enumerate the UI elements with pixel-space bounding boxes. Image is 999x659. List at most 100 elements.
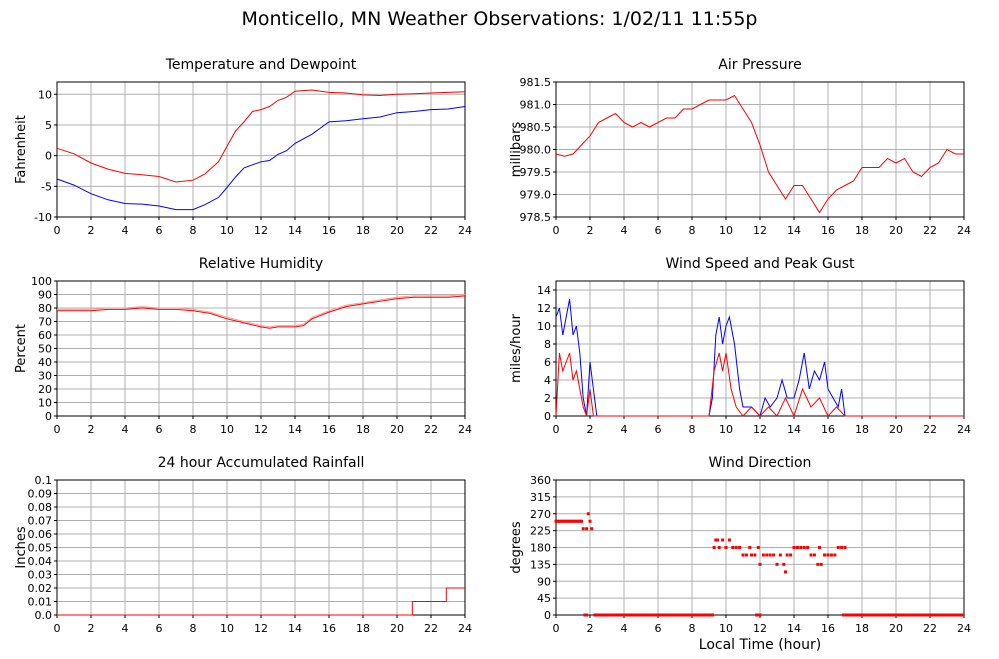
x-tick-label: 2 <box>88 224 95 237</box>
data-point <box>717 546 721 549</box>
x-tick-label: 12 <box>254 224 268 237</box>
data-point <box>712 546 716 549</box>
x-tick-label: 4 <box>621 423 628 436</box>
data-point <box>578 519 582 523</box>
data-point <box>799 546 803 549</box>
x-tick-label: 20 <box>889 224 903 237</box>
data-point <box>561 519 565 523</box>
data-point <box>775 562 779 566</box>
y-tick-label: 8 <box>544 338 551 351</box>
x-tick-label: 16 <box>821 622 835 635</box>
x-tick-label: 16 <box>322 423 336 436</box>
x-tick-label: 14 <box>288 423 302 436</box>
data-point <box>727 538 731 542</box>
y-tick-label: 978.5 <box>520 211 552 224</box>
x-tick-label: 4 <box>621 622 628 635</box>
x-tick-label: 14 <box>288 622 302 635</box>
x-tick-label: 22 <box>923 224 937 237</box>
data-point <box>841 613 845 617</box>
x-tick-label: 12 <box>254 622 268 635</box>
y-tick-label: 225 <box>530 525 551 538</box>
x-tick-label: 2 <box>587 224 594 237</box>
x-tick-label: 14 <box>787 224 801 237</box>
data-point <box>778 553 782 557</box>
data-point <box>812 553 816 557</box>
data-point <box>784 570 787 574</box>
y-tick-label: 0.01 <box>28 596 53 609</box>
x-tick-label: 14 <box>288 224 302 237</box>
page-title: Monticello, MN Weather Observations: 1/0… <box>241 8 758 30</box>
series-line-1 <box>57 587 465 616</box>
x-tick-label: 10 <box>220 622 234 635</box>
x-tick-label: 18 <box>855 622 869 635</box>
y-tick-label: 0.09 <box>28 488 53 501</box>
data-point <box>829 553 833 557</box>
y-tick-label: 981.5 <box>520 76 552 89</box>
y-tick-label: 979.5 <box>520 166 552 179</box>
y-tick-label: 270 <box>530 508 551 521</box>
y-tick-label: 2 <box>544 392 551 405</box>
x-tick-label: 2 <box>88 423 95 436</box>
y-tick-label: 5 <box>45 119 52 132</box>
x-tick-label: 8 <box>190 622 197 635</box>
y-tick-label: 135 <box>530 558 551 571</box>
y-axis-label: Inches <box>14 526 29 568</box>
data-point <box>573 519 577 523</box>
x-tick-label: 24 <box>957 622 971 635</box>
series-line-1 <box>555 298 964 417</box>
y-tick-label: 50 <box>38 343 52 356</box>
data-point <box>585 613 589 617</box>
x-tick-label: 2 <box>587 622 594 635</box>
y-tick-label: 70 <box>38 316 52 329</box>
x-tick-label: 4 <box>621 224 628 237</box>
chart-title: Air Pressure <box>718 57 801 73</box>
x-tick-label: 20 <box>390 224 404 237</box>
data-point <box>809 553 813 557</box>
x-tick-label: 20 <box>390 622 404 635</box>
x-tick-label: 10 <box>719 622 733 635</box>
y-tick-label: 0.04 <box>28 555 53 568</box>
data-point <box>833 553 837 557</box>
y-tick-label: 4 <box>544 374 551 387</box>
y-tick-label: -10 <box>34 211 52 224</box>
x-tick-label: 10 <box>719 224 733 237</box>
x-tick-label: 22 <box>923 423 937 436</box>
x-tick-label: 0 <box>553 224 560 237</box>
data-point <box>724 546 728 549</box>
data-point <box>744 553 748 557</box>
x-tick-label: 20 <box>889 622 903 635</box>
y-tick-label: 979.0 <box>520 189 552 202</box>
data-point <box>753 553 757 557</box>
data-point <box>816 562 820 566</box>
y-axis-label: degrees <box>509 521 524 574</box>
x-tick-label: 6 <box>655 423 662 436</box>
y-tick-label: 360 <box>530 474 551 487</box>
y-tick-label: 14 <box>537 284 551 297</box>
y-tick-label: 980.0 <box>520 144 552 157</box>
y-tick-label: 0 <box>45 150 52 163</box>
y-tick-label: 20 <box>38 383 52 396</box>
x-tick-label: 16 <box>322 224 336 237</box>
data-point <box>782 562 786 566</box>
x-tick-label: 8 <box>190 423 197 436</box>
data-point <box>556 519 560 523</box>
chart-title: Wind Speed and Peak Gust <box>666 256 855 272</box>
x-tick-label: 8 <box>689 423 696 436</box>
x-tick-label: 16 <box>821 224 835 237</box>
y-tick-label: -5 <box>41 180 52 193</box>
y-tick-label: 0 <box>544 609 551 622</box>
x-tick-label: 8 <box>689 224 696 237</box>
y-tick-label: 180 <box>530 542 551 555</box>
data-point <box>585 527 589 531</box>
x-tick-label: 24 <box>957 423 971 436</box>
chart-title: 24 hour Accumulated Rainfall <box>158 455 365 471</box>
y-tick-label: 980.5 <box>520 121 552 134</box>
data-point <box>802 546 806 549</box>
x-axis-label: Local Time (hour) <box>699 637 821 653</box>
data-point <box>586 512 590 516</box>
y-tick-label: 100 <box>31 275 52 288</box>
y-axis-label: miles/hour <box>509 313 524 382</box>
